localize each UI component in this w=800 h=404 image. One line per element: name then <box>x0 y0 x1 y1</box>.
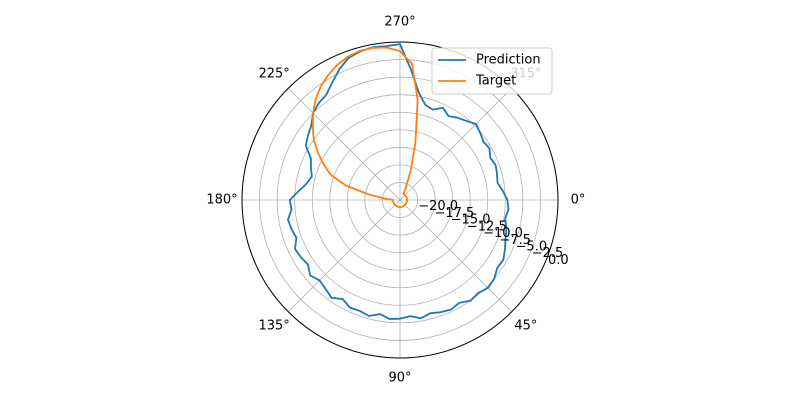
r-tick-label: −5.0 <box>516 240 548 255</box>
legend-label: Target <box>475 74 516 89</box>
legend-label: Prediction <box>476 53 541 68</box>
series-line <box>287 43 510 320</box>
grid-spoke <box>287 199 401 313</box>
r-tick-label: 0.0 <box>548 253 569 268</box>
r-tick-label: −17.5 <box>434 206 474 221</box>
grid-spoke <box>399 87 513 201</box>
grid-spoke <box>287 87 401 201</box>
r-tick-label: −10.0 <box>483 226 523 241</box>
series-line <box>311 46 419 208</box>
theta-tick-label: 225° <box>258 67 289 82</box>
theta-tick-label: 0° <box>571 193 586 208</box>
r-tick-label: −20.0 <box>418 199 458 214</box>
grid-spoke <box>399 199 513 313</box>
r-tick-label: −12.5 <box>467 219 507 234</box>
theta-tick-label: 45° <box>514 318 537 333</box>
r-tick-label: −2.5 <box>532 246 564 261</box>
r-tick-label: −15.0 <box>451 213 491 228</box>
theta-tick-label: 270° <box>384 15 415 30</box>
r-tick-label: −7.5 <box>499 233 531 248</box>
polar-frame <box>241 41 559 359</box>
theta-tick-label: 180° <box>206 193 237 208</box>
theta-tick-label: 90° <box>388 371 411 386</box>
theta-tick-label: 135° <box>258 318 289 333</box>
